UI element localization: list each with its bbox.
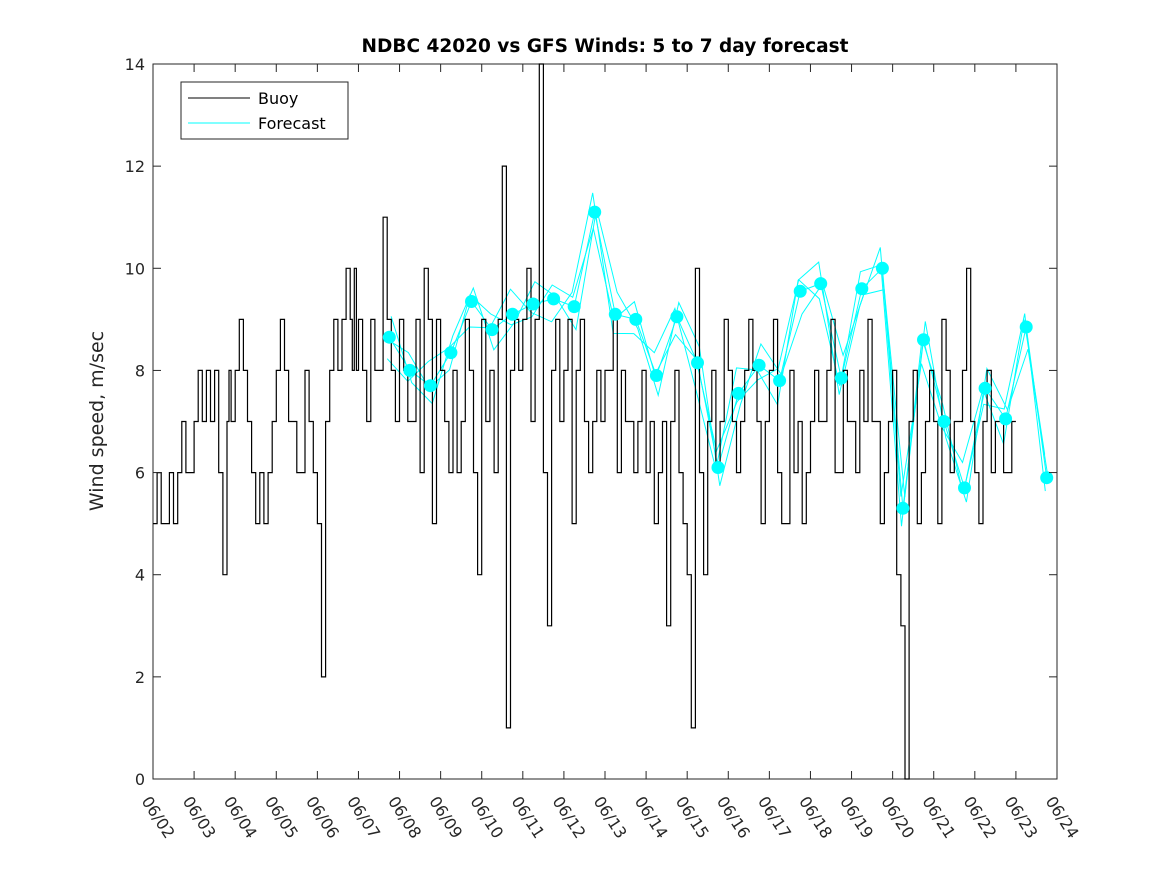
forecast-markers: [382, 205, 1054, 515]
forecast-marker: [485, 323, 499, 337]
forecast-marker: [506, 307, 519, 321]
forecast-marker: [958, 481, 971, 495]
legend: Buoy Forecast: [180, 81, 349, 140]
forecast-marker: [1019, 320, 1033, 334]
legend-forecast-label: Forecast: [258, 114, 326, 133]
y-axis-label: Wind speed, m/sec: [86, 331, 108, 511]
forecast-marker: [978, 381, 992, 395]
y-tick-label: 8: [135, 361, 145, 380]
forecast-marker: [403, 363, 417, 377]
forecast-marker: [629, 312, 643, 326]
forecast-marker: [1040, 471, 1054, 485]
forecast-marker: [567, 300, 581, 314]
forecast-marker: [465, 295, 478, 308]
y-axis: 0 2 4 6 8 10 12 14: [125, 55, 1057, 789]
y-tick-label: 4: [135, 566, 145, 585]
forecast-marker: [875, 261, 889, 275]
forecast-series-line: [390, 208, 1050, 503]
y-tick-label: 14: [125, 55, 145, 74]
forecast-marker: [423, 379, 437, 393]
y-tick-label: 6: [135, 464, 145, 483]
forecast-marker: [444, 346, 458, 360]
forecast-marker: [670, 310, 684, 324]
y-tick-label: 2: [135, 668, 145, 687]
forecast-marker: [999, 412, 1013, 426]
forecast-marker: [382, 330, 396, 344]
y-tick-label: 12: [125, 157, 145, 176]
forecast-marker: [588, 205, 602, 219]
forecast-marker: [855, 282, 869, 296]
forecast-marker: [793, 284, 807, 298]
forecast-marker: [773, 374, 787, 388]
forecast-series-line: [387, 226, 1046, 527]
forecast-marker: [752, 358, 766, 372]
forecast-marker: [649, 369, 663, 382]
forecast-marker: [814, 277, 828, 291]
forecast-marker: [547, 292, 561, 306]
plot-area: [152, 63, 1058, 780]
forecast-marker: [937, 415, 951, 428]
buoy-series-line: [153, 63, 1016, 780]
forecast-marker: [711, 461, 725, 474]
forecast-marker: [608, 307, 622, 321]
forecast-marker: [896, 501, 910, 515]
legend-box: [180, 81, 349, 140]
buoy-layer: [153, 63, 1016, 780]
legend-buoy-label: Buoy: [258, 89, 298, 108]
y-tick-label: 0: [135, 770, 145, 789]
y-tick-label: 10: [125, 259, 145, 278]
forecast-marker: [691, 356, 704, 370]
forecast-marker: [834, 371, 848, 385]
forecast-marker: [732, 386, 745, 400]
forecast-marker: [526, 297, 540, 311]
chart-title: NDBC 42020 vs GFS Winds: 5 to 7 day fore…: [362, 36, 849, 57]
forecast-marker: [917, 333, 930, 347]
